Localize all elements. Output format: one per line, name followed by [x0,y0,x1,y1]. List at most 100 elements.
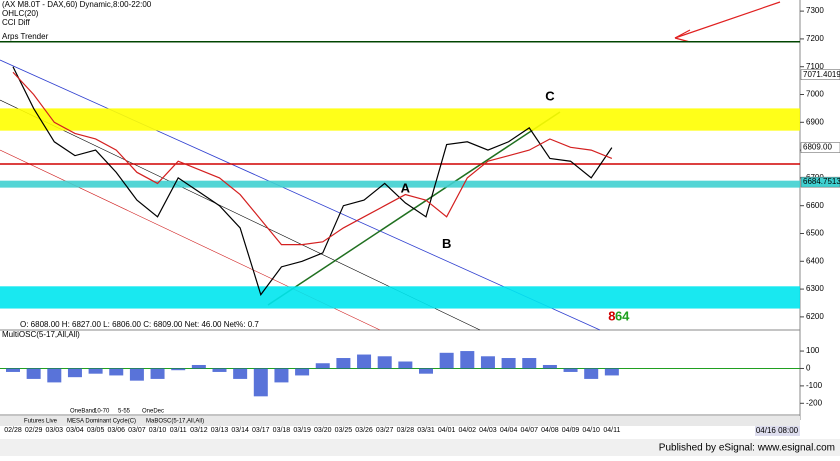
time-box [755,426,800,436]
osc-bar [460,351,475,369]
osc-bar [253,368,268,397]
osc-bar [88,368,103,374]
x-tick-label: 03/04 [66,427,84,434]
y-tick-label: -100 [806,381,823,390]
y-tick-label: 6500 [806,229,824,238]
price-label: 6809.00 [803,143,832,152]
x-tick-label: 04/10 [582,427,600,434]
x-tick-label: 03/11 [170,427,187,434]
arrow [674,1,781,39]
osc-bar [398,361,413,369]
price-line [12,66,613,296]
annotation: 8 [608,308,615,323]
x-tick-label: 04/11 [603,427,620,434]
tab[interactable]: Futures Live [24,419,58,425]
osc-bar [212,368,227,372]
price-label: 6684.7513 [803,177,840,186]
osc-bar [439,352,454,369]
osc-bar [419,368,433,374]
price-line [12,71,613,246]
button[interactable]: 5-55 [118,409,131,415]
y-tick-label: 6300 [806,284,824,293]
study-label: CCI Diff [2,18,31,27]
osc-bar [150,368,165,379]
status-bar [0,439,840,456]
button[interactable]: OneDec [142,409,164,415]
x-tick-label: 03/26 [355,427,373,434]
osc-bar [315,363,330,369]
x-tick-label: 04/08 [541,427,559,434]
x-tick-label: 03/17 [252,427,270,434]
osc-bar [357,354,372,369]
study-label: Arps Trender [2,32,49,41]
x-tick-label: 03/28 [397,427,415,434]
x-tick-label: 02/29 [25,427,43,434]
osc-title: MultiOSC(5-17,All,All) [2,330,80,339]
osc-bar [563,368,578,372]
x-tick-label: 03/14 [231,427,249,434]
channel-line [0,59,601,331]
tab-bar [0,416,800,426]
tab[interactable]: MESA Dominant Cycle(C) [67,419,136,425]
x-tick-label: 02/28 [4,427,22,434]
symbol-title: (AX M8.0T - DAX,60) Dynamic,8:00-22:00 [2,0,152,9]
osc-bar [191,364,206,369]
osc-bar [542,364,557,369]
y-tick-label: 7200 [806,34,824,43]
zone [0,108,800,131]
osc-bar [129,368,144,381]
time-label: 04/16 08:00 [756,426,799,435]
zone [0,180,800,188]
x-tick-label: 03/19 [293,427,311,434]
x-tick-label: 03/10 [149,427,167,434]
x-tick-label: 04/04 [500,427,518,434]
arrow [674,29,691,39]
y-tick-label: 6600 [806,201,824,210]
osc-bar [26,368,41,379]
osc-bar [47,368,62,383]
osc-bar [295,368,310,376]
x-tick-label: 03/05 [87,427,105,434]
osc-bar [6,368,20,372]
x-tick-label: 03/06 [107,427,125,434]
y-tick-label: 0 [806,364,811,373]
osc-bar [171,368,186,371]
osc-bar [584,368,599,379]
x-tick-label: 03/20 [314,427,332,434]
annotation: 64 [615,308,630,323]
button[interactable]: 10-70 [94,409,110,415]
x-tick-label: 03/31 [417,427,435,434]
ohlc-readout: O: 6808.00 H: 6827.00 L: 6806.00 C: 6809… [20,320,259,329]
price-box [800,142,840,153]
footer: Published by eSignal: www.esignal.com [659,443,835,454]
x-tick-label: 03/03 [46,427,64,434]
osc-bar [274,368,289,383]
osc-bar [377,356,392,369]
y-tick-label: 7100 [806,62,824,71]
x-tick-label: 04/09 [562,427,580,434]
price-label: 7071.4019 [803,70,840,79]
y-tick-label: 7300 [806,6,824,15]
osc-bar [67,368,82,378]
osc-bar [522,358,537,369]
x-tick-label: 03/18 [273,427,291,434]
osc-bar [336,358,351,369]
annotation: B [442,236,451,251]
y-tick-label: 6900 [806,117,824,126]
study-label: OHLC(20) [2,9,39,18]
zone [0,286,800,309]
price-box [800,176,840,188]
osc-bar [233,368,248,379]
button[interactable]: OneBand [70,409,95,415]
tab[interactable]: MaBOSC(5-17,All,All) [146,419,204,425]
annotation: A [401,180,411,195]
x-tick-label: 04/07 [520,427,538,434]
x-tick-label: 03/12 [190,427,208,434]
osc-bar [604,368,619,376]
y-tick-label: 100 [806,346,820,355]
y-tick-label: 7000 [806,90,824,99]
x-tick-label: 04/02 [459,427,477,434]
y-tick-label: -200 [806,398,823,407]
